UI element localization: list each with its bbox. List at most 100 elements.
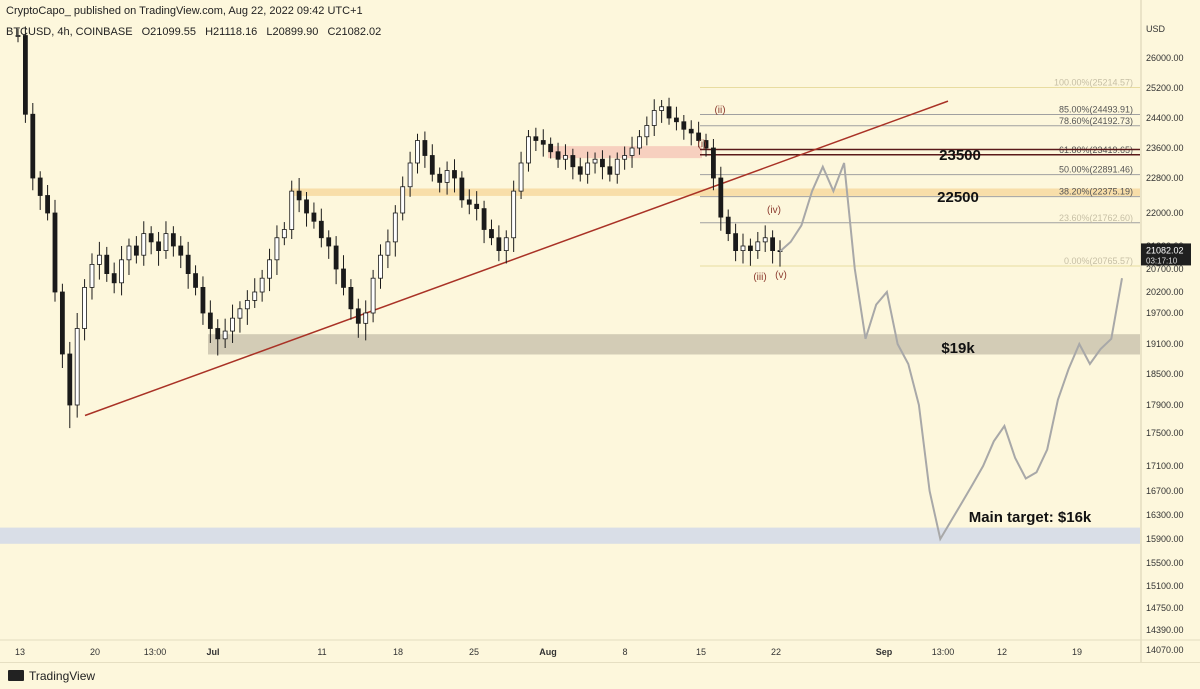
trendline [84, 100, 949, 417]
candle-body [341, 268, 346, 288]
candle-body [496, 237, 502, 251]
candle-body [681, 121, 687, 130]
candle-body [459, 177, 465, 201]
zone-label: 23500 [939, 147, 981, 164]
publish-header: CryptoCapo_ published on TradingView.com… [6, 5, 363, 17]
candle-body [326, 237, 332, 247]
candle-body [170, 233, 176, 247]
x-tick-label: 15 [696, 647, 706, 657]
x-tick-label: 8 [622, 647, 627, 657]
candle-body [333, 245, 339, 270]
close-value: C21082.02 [327, 26, 382, 38]
wave-label: (ii) [714, 105, 725, 116]
candle-body [674, 117, 679, 123]
candle-body [614, 158, 620, 175]
y-tick-label: 14750.00 [1146, 603, 1184, 613]
candle-body [185, 254, 191, 274]
y-tick-label: 20700.00 [1146, 264, 1184, 274]
candle-body [215, 328, 221, 340]
x-tick-label: 12 [997, 647, 1007, 657]
candle-body [119, 259, 124, 284]
wave-label: (iii) [753, 272, 766, 283]
candle-body [244, 299, 250, 310]
y-tick-label: 22800.00 [1146, 173, 1184, 183]
candle-body [163, 233, 169, 252]
y-tick-label: 24400.00 [1146, 113, 1184, 123]
x-tick-label: 11 [317, 647, 326, 657]
candle-body [392, 212, 398, 243]
candle-body [407, 162, 413, 188]
candle-body [355, 308, 361, 324]
y-tick-label: 25200.00 [1146, 83, 1184, 93]
low-value: L20899.90 [266, 26, 319, 38]
candle-body [651, 110, 657, 126]
candle-body [629, 147, 635, 156]
x-tick-label: Jul [206, 647, 219, 657]
open-value: O21099.55 [141, 26, 197, 38]
candle-body [755, 241, 761, 251]
candle-body [207, 312, 213, 329]
candle-body [259, 277, 265, 293]
candle-body [429, 155, 435, 175]
y-tick-label: 20200.00 [1146, 287, 1184, 297]
candle-body [59, 291, 65, 355]
last-price-badge [1141, 243, 1191, 266]
zone-19k [208, 334, 1140, 355]
candle-body [666, 106, 672, 119]
y-tick-label: 16300.00 [1146, 510, 1184, 520]
zone-label: 22500 [937, 189, 979, 206]
candle-body [400, 186, 406, 214]
wave-label: (iv) [767, 205, 781, 216]
candle-body [156, 241, 161, 251]
y-tick-label: 15900.00 [1146, 534, 1184, 544]
candle-body [296, 190, 302, 201]
candle-body [466, 199, 472, 205]
candle-body [30, 113, 36, 179]
candle-body [267, 259, 272, 279]
candle-body [637, 136, 642, 149]
tradingview-logo[interactable]: TradingView [8, 669, 95, 683]
candle-body [570, 155, 576, 168]
candle-body [762, 237, 768, 243]
last-price-value: 21082.02 [1146, 245, 1184, 255]
candle-body [659, 106, 665, 111]
fib-label: 50.00%(22891.46) [1059, 165, 1133, 175]
candle-body [585, 162, 591, 175]
candle-body [348, 286, 354, 310]
candle-body [688, 128, 694, 134]
projection-path [779, 162, 1123, 542]
y-tick-label: 22000.00 [1146, 208, 1184, 218]
fib-label: 100.00%(25214.57) [1054, 77, 1133, 87]
zone-16k [0, 527, 1140, 544]
x-tick-label: 22 [771, 647, 781, 657]
candle-body [696, 132, 702, 141]
candle-body [725, 216, 731, 235]
candle-body [82, 286, 87, 329]
candle-body [200, 286, 206, 314]
zone-label: Main target: $16k [969, 509, 1092, 526]
x-tick-label: 13:00 [144, 647, 167, 657]
candle-body [311, 212, 317, 222]
candle-body [318, 220, 324, 239]
y-tick-label: 19100.00 [1146, 339, 1184, 349]
candle-body [644, 125, 650, 138]
candle-body [385, 241, 391, 256]
candle-body [378, 254, 383, 279]
candle-body [607, 166, 613, 175]
symbol-info: BTCUSD, 4h, COINBASE O21099.55 H21118.16… [6, 26, 387, 38]
y-tick-label: 17900.00 [1146, 400, 1184, 410]
y-tick-label: 15500.00 [1146, 558, 1184, 568]
candle-body [533, 136, 539, 141]
candle-body [770, 237, 776, 251]
tradingview-brand: TradingView [29, 669, 96, 683]
candle-body [45, 195, 50, 214]
symbol-label: BTCUSD, 4h, COINBASE [6, 26, 133, 38]
candle-body [74, 328, 80, 406]
candle-body [703, 140, 709, 149]
fib-label: 38.20%(22375.19) [1059, 187, 1133, 197]
candle-body [526, 136, 531, 164]
candle-body [518, 162, 524, 192]
x-tick-label: Sep [876, 647, 893, 657]
